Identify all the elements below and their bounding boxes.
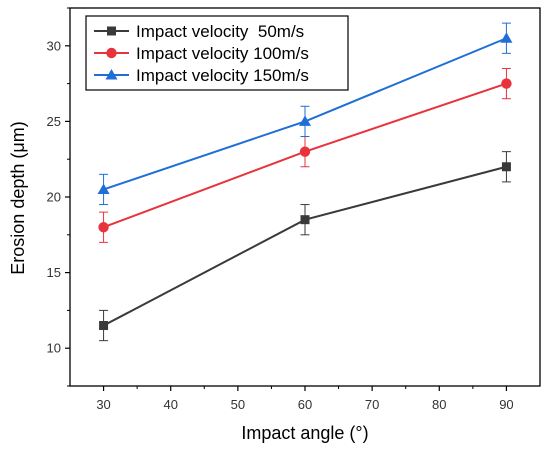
data-point-circle [98, 222, 109, 233]
axes: 30 40 50 60 70 80 90 10 15 20 25 30 [47, 7, 541, 412]
data-point-triangle [105, 69, 118, 80]
legend-entry: Impact velocity 150m/s [94, 66, 309, 85]
series-1 [99, 151, 511, 342]
series-2 [98, 67, 512, 243]
data-point-triangle [97, 183, 110, 194]
data-point-triangle [299, 115, 311, 126]
x-tick-label: 80 [432, 397, 446, 412]
x-tick-label: 60 [298, 397, 312, 412]
y-tick-label: 15 [47, 265, 61, 280]
data-point-circle [501, 78, 512, 89]
y-tick-label: 25 [47, 114, 61, 129]
series-layer [97, 22, 513, 342]
data-point-triangle [500, 32, 513, 43]
y-tick-label: 30 [47, 38, 61, 53]
data-point-square [107, 26, 116, 36]
legend: Impact velocity 50m/s Impact velocity 100… [85, 15, 349, 91]
data-point-circle [299, 146, 311, 157]
data-point-circle [106, 47, 117, 59]
legend-entry: Impact velocity 50m/s [94, 22, 304, 41]
data-point-square [300, 215, 310, 225]
legend-label: Impact velocity 100m/s [136, 44, 309, 63]
y-tick-label: 10 [47, 341, 61, 356]
x-tick-label: 30 [96, 397, 110, 412]
x-tick-label: 40 [163, 397, 177, 412]
x-tick-label: 70 [365, 397, 379, 412]
legend-label: Impact velocity 50m/s [136, 22, 304, 41]
legend-box [85, 15, 349, 91]
x-axis-title: Impact angle (°) [241, 423, 368, 443]
legend-entry: Impact velocity 100m/s [94, 44, 309, 63]
x-tick-label: 90 [499, 397, 513, 412]
data-point-square [501, 162, 511, 172]
x-tick-label: 50 [231, 397, 245, 412]
legend-label: Impact velocity 150m/s [136, 66, 309, 85]
y-tick-label: 20 [47, 190, 61, 205]
data-point-square [99, 321, 109, 331]
series-3 [97, 22, 513, 206]
y-axis-title: Erosion depth (μm) [8, 121, 28, 274]
